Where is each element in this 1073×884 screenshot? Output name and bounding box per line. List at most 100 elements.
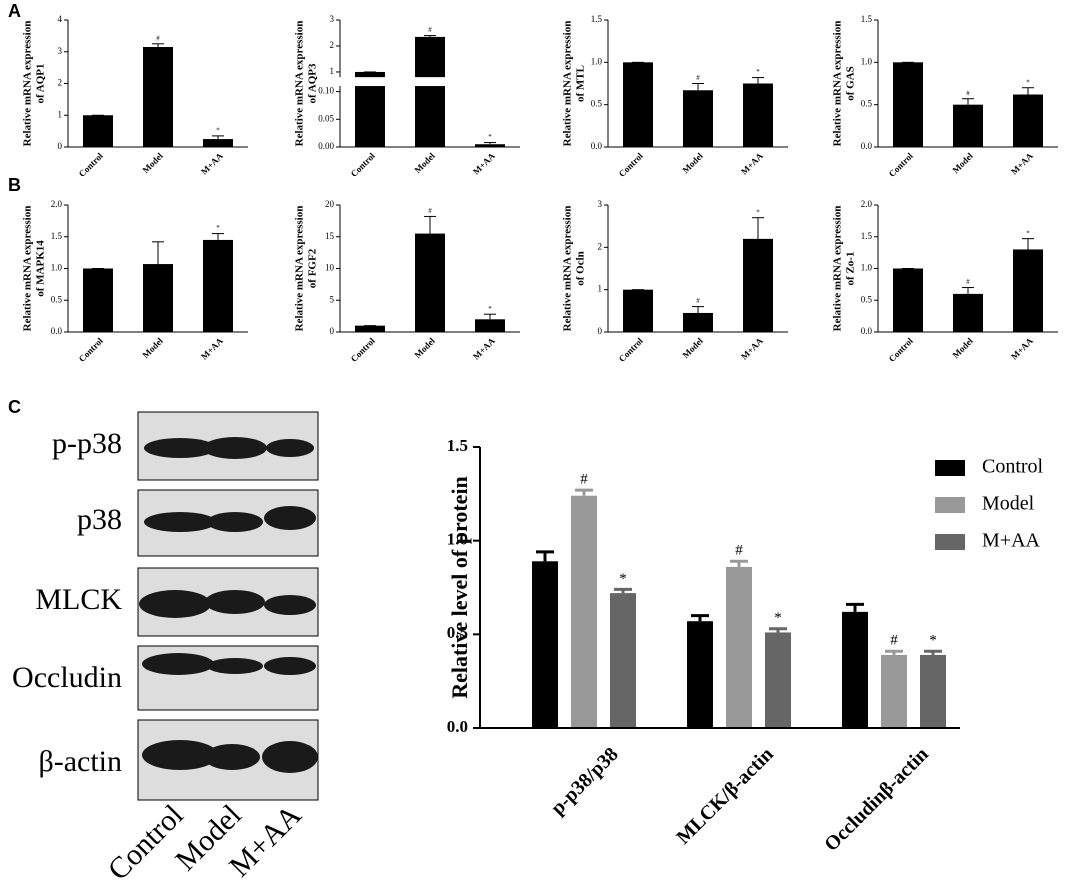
y-tick-label: 2.0 — [51, 199, 63, 209]
blot-row-label: β-actin — [38, 745, 122, 778]
blot-row-label: p-p38 — [52, 427, 122, 460]
x-tick-label: Model — [950, 150, 975, 175]
y-tick-label: 1.0 — [51, 263, 63, 273]
band — [207, 512, 263, 532]
x-tick-label: M+AA — [739, 335, 765, 361]
significance-marker: # — [580, 472, 588, 488]
band — [204, 744, 260, 770]
y-tick-label: 1.5 — [447, 436, 468, 455]
y-tick-label: 1 — [330, 66, 335, 76]
y-tick-label: 10 — [325, 263, 335, 273]
y-tick-label: 0.5 — [861, 294, 873, 304]
x-tick-label: Control — [617, 150, 646, 179]
y-axis-label: of Zo-1 — [845, 252, 857, 286]
significance-marker: * — [1026, 78, 1030, 86]
y-axis-label: Relative mRNA expression — [562, 21, 574, 147]
y-tick-label: 0.0 — [447, 717, 468, 736]
band — [264, 657, 316, 675]
y-axis-label: Relative mRNA expression — [22, 21, 34, 147]
y-tick-label: 0.0 — [861, 141, 873, 151]
band — [144, 438, 216, 458]
band — [142, 740, 218, 770]
bar — [743, 238, 773, 332]
y-axis-label: of MAPK14 — [35, 240, 47, 297]
y-axis-label: Relative mRNA expression — [832, 21, 844, 147]
bar — [683, 312, 713, 332]
x-tick-label: Control — [77, 150, 106, 179]
significance-marker: * — [756, 68, 760, 76]
bar — [83, 115, 113, 147]
x-tick-label: M+AA — [739, 150, 765, 176]
significance-marker: * — [756, 208, 760, 216]
y-axis-label: of AQP1 — [35, 63, 47, 103]
bar — [842, 611, 868, 728]
band — [264, 506, 316, 530]
y-tick-label: 0 — [598, 326, 603, 336]
blot-image — [137, 411, 319, 801]
blot-row-label: Occludin — [12, 661, 122, 694]
band — [262, 741, 318, 773]
y-axis-label: of AQP3 — [307, 63, 319, 104]
x-tick-label: MLCK/β-actin — [672, 743, 777, 848]
bar — [623, 289, 653, 332]
y-tick-label: 0.5 — [447, 623, 468, 642]
significance-marker: # — [966, 89, 970, 97]
y-tick-label: 2 — [330, 40, 335, 50]
legend-label: M+AA — [982, 530, 1041, 552]
y-axis-label: Relative level of protein — [447, 476, 472, 699]
significance-marker: * — [488, 305, 492, 313]
y-axis-label: Relative mRNA expression — [832, 206, 844, 332]
band — [142, 653, 214, 675]
bar — [893, 62, 923, 148]
panel-label: B — [8, 175, 21, 195]
y-tick-label: 1.5 — [861, 14, 873, 24]
x-tick-label: Model — [950, 335, 975, 360]
significance-marker: * — [929, 633, 937, 649]
y-tick-label: 0.0 — [51, 326, 63, 336]
y-tick-label: 0.0 — [861, 326, 873, 336]
y-axis-label: Relative mRNA expression — [562, 206, 574, 332]
bar — [953, 104, 983, 147]
x-tick-label: Model — [680, 335, 705, 360]
y-tick-label: 0.05 — [318, 113, 334, 123]
y-tick-label: 1.0 — [861, 263, 873, 273]
y-axis-label: Relative mRNA expression — [22, 206, 34, 332]
x-tick-label: M+AA — [1009, 150, 1035, 176]
y-tick-label: 2 — [598, 241, 603, 251]
y-tick-label: 1.0 — [861, 56, 873, 66]
significance-marker: # — [966, 278, 970, 286]
band — [144, 512, 216, 532]
bar — [415, 233, 445, 332]
y-tick-label: 0.5 — [51, 294, 63, 304]
x-tick-label: Model — [140, 150, 165, 175]
bar — [726, 566, 752, 728]
legend-label: Model — [982, 493, 1035, 515]
band — [266, 439, 314, 457]
significance-marker: * — [774, 610, 782, 626]
x-tick-label: Model — [412, 150, 437, 175]
bar — [415, 36, 445, 148]
y-tick-label: 1.5 — [51, 231, 63, 241]
y-tick-label: 2.0 — [861, 199, 873, 209]
bar — [1013, 94, 1043, 147]
bar — [355, 325, 385, 332]
y-tick-label: 0.00 — [318, 141, 334, 151]
bar — [143, 264, 173, 332]
bar — [683, 90, 713, 147]
y-tick-label: 3 — [58, 46, 63, 56]
bar — [743, 83, 773, 147]
legend-swatch — [935, 460, 965, 476]
bar — [203, 239, 233, 332]
significance-marker: # — [696, 297, 700, 305]
y-tick-label: 3 — [330, 14, 335, 24]
x-tick-label: M+AA — [1009, 335, 1035, 361]
bar — [881, 654, 907, 728]
x-tick-label: Occludinβ-actin — [820, 743, 933, 856]
x-tick-label: Model — [140, 335, 165, 360]
y-tick-label: 0.10 — [318, 86, 334, 96]
bar — [1013, 249, 1043, 332]
significance-marker: # — [890, 633, 898, 649]
x-tick-label: M+AA — [199, 150, 225, 176]
bar — [953, 293, 983, 332]
y-axis-label: of GAS — [845, 66, 857, 101]
